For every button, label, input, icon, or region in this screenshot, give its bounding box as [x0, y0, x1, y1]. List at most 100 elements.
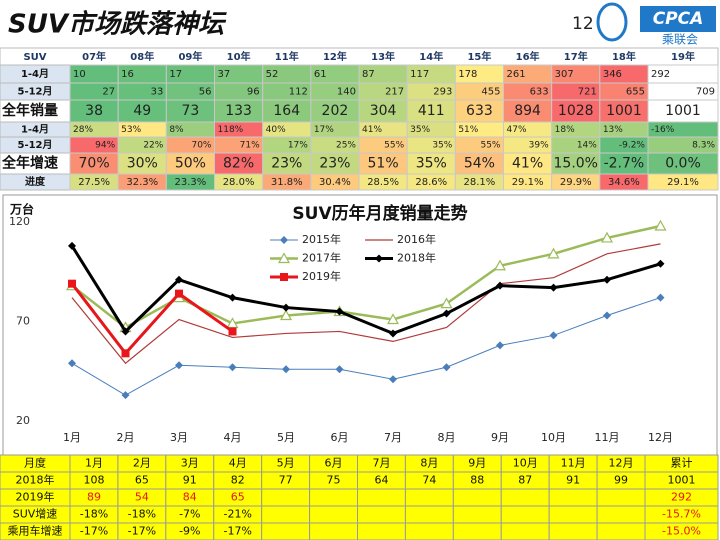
- point-marker: [175, 275, 183, 284]
- x-tick-label: 3月: [170, 431, 188, 444]
- cell-value: 411: [418, 103, 445, 119]
- cell-value: 35%: [410, 125, 430, 135]
- cell-value: 633: [530, 87, 549, 98]
- bottom-cell-text: 74: [422, 474, 436, 487]
- cell-value: 47%: [507, 125, 527, 135]
- bottom-cell: [357, 488, 406, 507]
- cell-value: 292: [651, 69, 670, 80]
- point-marker: [547, 247, 560, 259]
- bottom-cell-text: 10月: [513, 457, 538, 470]
- bottom-cell: [596, 505, 646, 524]
- x-tick-label: 4月: [224, 431, 242, 444]
- point-marker: [121, 327, 130, 336]
- cell-value: 49: [133, 103, 151, 119]
- bottom-cell: [596, 488, 646, 507]
- bottom-cell-text: SUV增速: [13, 507, 58, 521]
- logo-box: [640, 6, 716, 32]
- point-marker: [228, 363, 237, 372]
- bottom-cell-text: 64: [374, 474, 388, 487]
- cell-value: 655: [626, 87, 645, 98]
- cell-value: 307: [555, 69, 574, 80]
- point-marker: [228, 293, 237, 302]
- bottom-cell: [548, 522, 598, 540]
- bottom-cell-text: 1001: [668, 474, 696, 487]
- cell-value: 894: [514, 103, 541, 119]
- cell-value: 164: [273, 103, 300, 119]
- legend-marker: [280, 273, 288, 281]
- point-marker: [386, 313, 400, 325]
- cell-value: 28.0%: [223, 177, 255, 188]
- cell-value: 39%: [529, 141, 549, 151]
- bottom-cell-text: 2月: [133, 457, 151, 470]
- cell-value: 55%: [480, 141, 500, 151]
- point-marker: [175, 361, 183, 370]
- cell-value: 34.6%: [608, 177, 640, 188]
- cell-value: 51%: [368, 156, 399, 172]
- point-marker: [496, 281, 504, 290]
- x-tick-label: 11月: [595, 431, 620, 444]
- cell-value: 17%: [314, 125, 334, 135]
- cell-value: 8%: [169, 125, 184, 135]
- logo-text: CPCA: [653, 9, 704, 29]
- cell-value: 73: [182, 103, 200, 119]
- series-line: [71, 297, 661, 396]
- cell-value: 25%: [336, 141, 356, 151]
- bottom-cell: [500, 488, 550, 507]
- column-header: 13年: [371, 50, 395, 63]
- point-marker: [603, 275, 611, 284]
- y-axis-unit: 万台: [9, 202, 34, 217]
- bottom-cell-text: -21%: [223, 508, 251, 521]
- series-line: [71, 243, 661, 365]
- bottom-cell: [309, 505, 359, 524]
- row-label: 全年销量: [1, 102, 58, 119]
- bottom-cell: [261, 522, 311, 540]
- legend-label: 2016年: [397, 232, 436, 246]
- logo-subtext: 乘联会: [662, 33, 698, 47]
- point-marker: [549, 331, 558, 340]
- bottom-cell: [404, 505, 454, 524]
- point-marker: [68, 359, 76, 368]
- point-marker: [603, 311, 611, 320]
- table-corner: SUV: [23, 52, 46, 63]
- cell-value: 17%: [288, 141, 308, 151]
- point-marker: [656, 293, 665, 302]
- bottom-cell-text: 75: [327, 474, 341, 487]
- row-label: 1-4月: [21, 124, 49, 136]
- cell-value: 14%: [577, 141, 597, 151]
- cell-value: 53%: [121, 125, 141, 135]
- column-header: 11年: [275, 50, 299, 63]
- x-tick-label: 5月: [277, 431, 295, 444]
- cell-value: 96: [247, 87, 260, 98]
- cell-value: 82%: [223, 156, 254, 172]
- cell-value: 54%: [464, 156, 495, 172]
- cell-value: 28.5%: [367, 177, 399, 188]
- cell-value: 40%: [266, 125, 286, 135]
- cell-value: 304: [370, 103, 397, 119]
- bottom-cell-text: 乘用车增速: [8, 524, 63, 538]
- row-label: 进度: [25, 175, 46, 188]
- cell-value: 709: [696, 87, 715, 98]
- cell-value: 15.0%: [554, 156, 598, 172]
- cell-value: 133: [225, 103, 252, 119]
- bottom-cell: [452, 522, 502, 540]
- bottom-cell-text: 82: [231, 474, 245, 487]
- x-tick-label: 9月: [491, 431, 509, 444]
- bottom-cell: [309, 522, 359, 540]
- column-header: 12年: [323, 50, 347, 63]
- point-marker: [175, 289, 183, 298]
- point-marker: [335, 365, 344, 374]
- y-tick-label: 20: [16, 414, 30, 427]
- cell-value: 13%: [603, 125, 623, 135]
- column-header: 07年: [82, 50, 106, 63]
- bottom-cell-text: 7月: [372, 457, 390, 470]
- point-marker: [656, 259, 665, 268]
- cell-value: 38: [85, 103, 103, 119]
- x-tick-label: 12月: [648, 431, 673, 444]
- page-number: 12: [572, 14, 594, 34]
- point-marker: [68, 279, 76, 288]
- cell-value: 41%: [362, 125, 382, 135]
- bottom-cell: [309, 488, 359, 507]
- cell-value: 31.8%: [271, 177, 303, 188]
- point-marker: [496, 341, 504, 350]
- x-tick-label: 8月: [438, 431, 456, 444]
